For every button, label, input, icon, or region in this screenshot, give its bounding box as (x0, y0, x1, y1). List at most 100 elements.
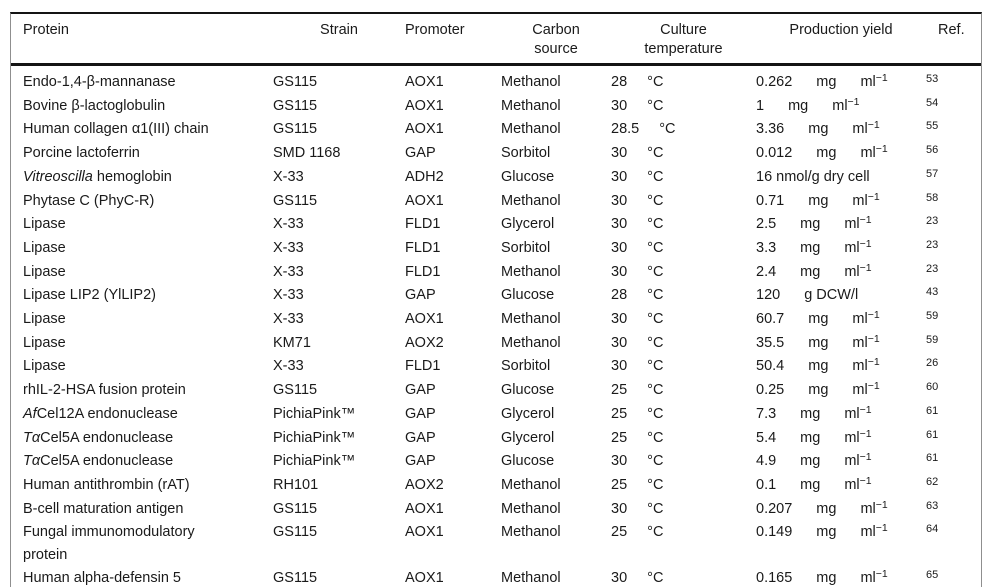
promoter-cell: FLD1 (405, 216, 441, 233)
yield-unit2: ml (860, 524, 876, 541)
temperature-unit: °C (647, 145, 664, 162)
yield-unit1: mg (808, 358, 829, 375)
protein-cell: Lipase (11, 237, 273, 261)
yield-unit-exponent: −1 (859, 237, 872, 250)
yield-value: 3.3 (756, 239, 777, 256)
ref-number: 60 (926, 381, 939, 394)
yield-cell: 0.71 mg ml−1 (756, 190, 926, 214)
temperature-unit: °C (647, 524, 664, 541)
carbon-source-cell: Methanol (501, 121, 561, 138)
yield-unit1: g DCW/l (804, 287, 859, 304)
protein-name-italic-part: Tα (23, 453, 41, 470)
protein-name: Lipase LIP2 (YlLIP2) (23, 287, 156, 304)
table-row: Fungal immunomodulatory protein GS115 AO… (11, 521, 981, 566)
protein-cell: AfCel12A endonuclease (11, 403, 273, 427)
temperature-unit: °C (647, 192, 664, 209)
ref-cell: 23 (926, 237, 981, 261)
temperature-unit: °C (647, 429, 664, 446)
protein-name: B-cell maturation antigen (23, 500, 184, 517)
yield-cell: 0.149 mg ml−1 (756, 521, 926, 566)
protein-cell: Human alpha-defensin 5 (11, 567, 273, 587)
yield-unit2: ml (860, 74, 876, 90)
yield-unit2: ml (844, 405, 860, 422)
promoter-cell: AOX2 (405, 334, 444, 351)
protein-name: Cel5A endonuclease (40, 453, 174, 470)
yield-unit2: ml (844, 429, 860, 446)
yield-unit-exponent: −1 (875, 522, 888, 535)
temperature-cell: 25 °C (611, 379, 756, 403)
table-row: Bovine β-lactoglobulin GS115 AOX1 Methan… (11, 95, 981, 119)
yield-unit2: ml (860, 500, 876, 517)
yield-unit-exponent: −1 (859, 214, 872, 227)
temperature-cell: 30 °C (611, 261, 756, 285)
yield-value: 0.71 (756, 192, 785, 209)
yield-unit-exponent: −1 (859, 261, 872, 274)
temperature-cell: 30 °C (611, 190, 756, 214)
protein-cell: Endo-1,4-β-mannanase (11, 65, 273, 95)
temperature-cell: 28 °C (611, 284, 756, 308)
ref-cell: 59 (926, 332, 981, 356)
temperature-unit: °C (647, 311, 664, 328)
ref-cell: 64 (926, 521, 981, 566)
carbon-source-cell: Glucose (501, 287, 555, 304)
temperature-unit: °C (647, 453, 664, 470)
yield-cell: 0.165 mg ml−1 (756, 567, 926, 587)
temperature-unit: °C (647, 97, 664, 114)
carbon-source-cell: Glycerol (501, 429, 555, 446)
yield-cell: 0.1 mg ml−1 (756, 474, 926, 498)
promoter-cell: GAP (405, 145, 436, 162)
yield-unit-exponent: −1 (867, 380, 880, 393)
yield-unit1: mg (808, 334, 829, 351)
promoter-cell: GAP (405, 287, 436, 304)
ref-number: 23 (926, 262, 939, 275)
temperature-value: 25 (611, 524, 628, 541)
temperature-unit: °C (647, 216, 664, 233)
yield-cell: 0.25 mg ml−1 (756, 379, 926, 403)
yield-cell: 35.5 mg ml−1 (756, 332, 926, 356)
protein-name: Lipase (23, 311, 66, 328)
ref-cell: 54 (926, 95, 981, 119)
table-row: Lipase X-33 FLD1 Glycerol 30 °C 2.5 mg ml−1… (11, 213, 981, 237)
yield-unit1: mg (788, 97, 809, 114)
yield-value: 0.1 (756, 476, 777, 493)
yield-cell: 2.5 mg ml−1 (756, 213, 926, 237)
temperature-unit: °C (647, 287, 664, 304)
carbon-source-cell: Methanol (501, 263, 561, 280)
ref-number: 26 (926, 357, 939, 370)
carbon-source-cell: Glycerol (501, 405, 555, 422)
temperature-unit: °C (647, 334, 664, 351)
protein-name: Porcine lactoferrin (23, 145, 140, 162)
strain-cell: GS115 (273, 192, 318, 209)
yield-value: 50.4 (756, 358, 785, 375)
temperature-cell: 30 °C (611, 355, 756, 379)
carbon-header-line1: Carbon (532, 22, 580, 38)
table-row: Endo-1,4-β-mannanase GS115 AOX1 Methanol… (11, 65, 981, 95)
header-row: Protein Strain Promoter Carbon source Cu… (11, 14, 981, 66)
yield-cell: 4.9 mg ml−1 (756, 450, 926, 474)
temperature-unit: °C (659, 121, 676, 138)
protein-name: Human collagen α1(III) chain (23, 121, 209, 138)
promoter-cell: FLD1 (405, 358, 441, 375)
protein-cell: TαCel5A endonuclease (11, 427, 273, 451)
yield-value: 0.012 (756, 145, 793, 162)
carbon-source-cell: Methanol (501, 500, 561, 517)
protein-name: hemoglobin (92, 168, 172, 185)
carbon-source-cell: Glycerol (501, 216, 555, 233)
col-header-carbon-source: Carbon source (501, 14, 611, 66)
temperature-value: 30 (611, 168, 628, 185)
ref-number: 61 (926, 404, 939, 417)
temperature-cell: 25 °C (611, 474, 756, 498)
ref-cell: 59 (926, 308, 981, 332)
promoter-cell: AOX1 (405, 524, 444, 541)
carbon-source-cell: Methanol (501, 524, 561, 541)
yield-unit-exponent: −1 (875, 72, 888, 84)
yield-cell: 1 mg ml−1 (756, 95, 926, 119)
col-header-production-yield: Production yield (756, 14, 926, 66)
yield-unit-exponent: −1 (875, 567, 888, 580)
strain-cell: X-33 (273, 311, 304, 328)
yield-unit2: ml (844, 476, 860, 493)
protein-cell: Lipase (11, 355, 273, 379)
yield-value: 5.4 (756, 429, 777, 446)
strain-cell: GS115 (273, 74, 318, 90)
temperature-unit: °C (647, 263, 664, 280)
